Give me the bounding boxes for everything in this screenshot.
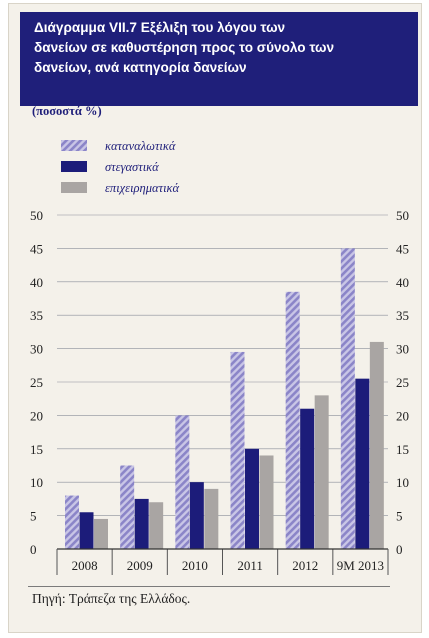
y-tick-right-20: 20 — [396, 408, 409, 423]
bar-s3-2 — [149, 502, 164, 549]
bar-s1-5 — [285, 291, 300, 549]
y-tick-left-35: 35 — [30, 308, 43, 323]
bar-s1-4 — [230, 351, 245, 549]
bar-s3-4 — [259, 455, 274, 549]
x-tick-label-4: 2011 — [237, 558, 263, 573]
legend-label-3: επιχειρηματικά — [105, 181, 180, 195]
x-tick-label-3: 2010 — [182, 558, 208, 573]
legend-swatch-1 — [61, 140, 87, 151]
bar-s2-6 — [355, 378, 370, 549]
y-tick-left-15: 15 — [30, 442, 43, 457]
y-tick-left-0: 0 — [30, 542, 37, 557]
source-divider — [28, 586, 390, 587]
source-note: Πηγή: Τράπεζα της Ελλάδος. — [32, 591, 191, 606]
y-tick-left-10: 10 — [30, 475, 43, 490]
x-tick-label-1: 2008 — [72, 558, 98, 573]
y-tick-right-35: 35 — [396, 308, 409, 323]
bar-s1-2 — [120, 465, 135, 549]
y-tick-right-50: 50 — [396, 208, 409, 223]
y-tick-left-20: 20 — [30, 408, 43, 423]
y-tick-right-0: 0 — [396, 542, 403, 557]
bar-s1-1 — [65, 495, 79, 549]
bar-s2-2 — [134, 498, 149, 549]
x-tick-label-6: 9M 2013 — [337, 558, 384, 573]
legend-label-1: καταναλωτικά — [105, 139, 176, 153]
chart-title-line-3: δανείων, ανά κατηγορία δανείων — [34, 60, 247, 75]
bar-s3-5 — [314, 395, 329, 549]
y-tick-left-50: 50 — [30, 208, 43, 223]
bar-s3-6 — [369, 341, 384, 549]
x-tick-label-5: 2012 — [292, 558, 318, 573]
bar-s2-1 — [79, 512, 94, 549]
chart-title-line-1: Διάγραμμα VII.7 Εξέλιξη του λόγου των — [34, 20, 286, 35]
y-tick-left-45: 45 — [30, 241, 43, 256]
bar-s1-6 — [340, 248, 355, 549]
y-tick-right-45: 45 — [396, 241, 409, 256]
bar-s3-3 — [204, 488, 219, 549]
y-tick-right-25: 25 — [396, 375, 409, 390]
bar-s3-1 — [94, 518, 108, 549]
y-tick-left-5: 5 — [30, 509, 37, 524]
y-tick-right-15: 15 — [396, 442, 409, 457]
y-tick-left-40: 40 — [30, 275, 43, 290]
y-tick-left-30: 30 — [30, 342, 43, 357]
legend-swatch-3 — [61, 182, 87, 193]
y-tick-left-25: 25 — [30, 375, 43, 390]
units-label: (ποσοστά %) — [32, 104, 102, 118]
y-tick-right-40: 40 — [396, 275, 409, 290]
bar-s2-3 — [189, 482, 204, 549]
chart-header: Διάγραμμα VII.7 Εξέλιξη του λόγου των δα… — [20, 12, 418, 106]
legend-swatch-2 — [61, 161, 87, 172]
legend-label-2: στεγαστικά — [105, 160, 159, 174]
bar-s2-5 — [300, 408, 315, 549]
y-tick-right-30: 30 — [396, 342, 409, 357]
y-tick-right-5: 5 — [396, 509, 403, 524]
x-tick-label-2: 2009 — [127, 558, 153, 573]
bar-s1-3 — [175, 415, 190, 549]
y-tick-right-10: 10 — [396, 475, 409, 490]
bar-s2-4 — [245, 448, 259, 549]
chart-title-line-2: δανείων σε καθυστέρηση προς το σύνολο τω… — [34, 40, 335, 55]
